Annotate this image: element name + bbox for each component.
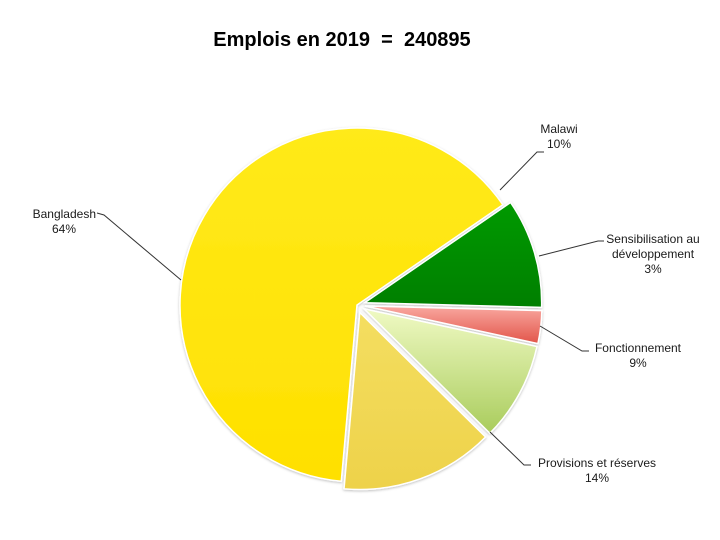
slice-percent-malawi: 10% [547, 137, 571, 151]
leader-line-fonctionnement [539, 325, 589, 352]
slice-label-fonctionnement: Fonctionnement 9% [595, 341, 682, 370]
slice-label-malawi: Malawi 10% [540, 122, 577, 151]
slice-name-bangladesh: Bangladesh [33, 207, 96, 221]
pie-slice-fonctionnement [361, 307, 538, 435]
pie-slice-bangladesh [179, 127, 504, 483]
slice-percent-sensibilisation-au-d-veloppement: 3% [644, 262, 662, 276]
slice-percent-fonctionnement: 9% [629, 356, 647, 370]
slice-percent-bangladesh: 64% [52, 222, 76, 236]
leader-line-sensibilisation-au-d-veloppement [538, 240, 604, 257]
slice-percent-provisions-et-r-serves: 14% [585, 471, 609, 485]
pie-slice-provisions-et-r-serves [343, 310, 487, 491]
pie-slice-sensibilisation-au-d-veloppement [364, 305, 543, 345]
slice-label-sensibilisation-au-d-veloppement: Sensibilisation au développement 3% [606, 232, 699, 276]
slice-name-malawi: Malawi [540, 122, 577, 136]
slice-name-sensibilisation-au-d-veloppement-line-2: développement [612, 247, 695, 261]
slice-name-sensibilisation-au-d-veloppement-line-1: Sensibilisation au [606, 232, 699, 246]
slice-name-fonctionnement: Fonctionnement [595, 341, 682, 355]
leader-line-malawi [499, 151, 544, 191]
leader-line-provisions-et-r-serves [489, 431, 531, 466]
slice-label-bangladesh: Bangladesh 64% [33, 207, 96, 236]
chart-title: Emplois en 2019 = 240895 [213, 29, 470, 51]
slice-name-provisions-et-r-serves: Provisions et réserves [538, 456, 656, 470]
slice-label-provisions-et-r-serves: Provisions et réserves 14% [538, 456, 656, 485]
pie-slice-malawi [362, 201, 543, 309]
leader-line-bangladesh [96, 212, 182, 281]
